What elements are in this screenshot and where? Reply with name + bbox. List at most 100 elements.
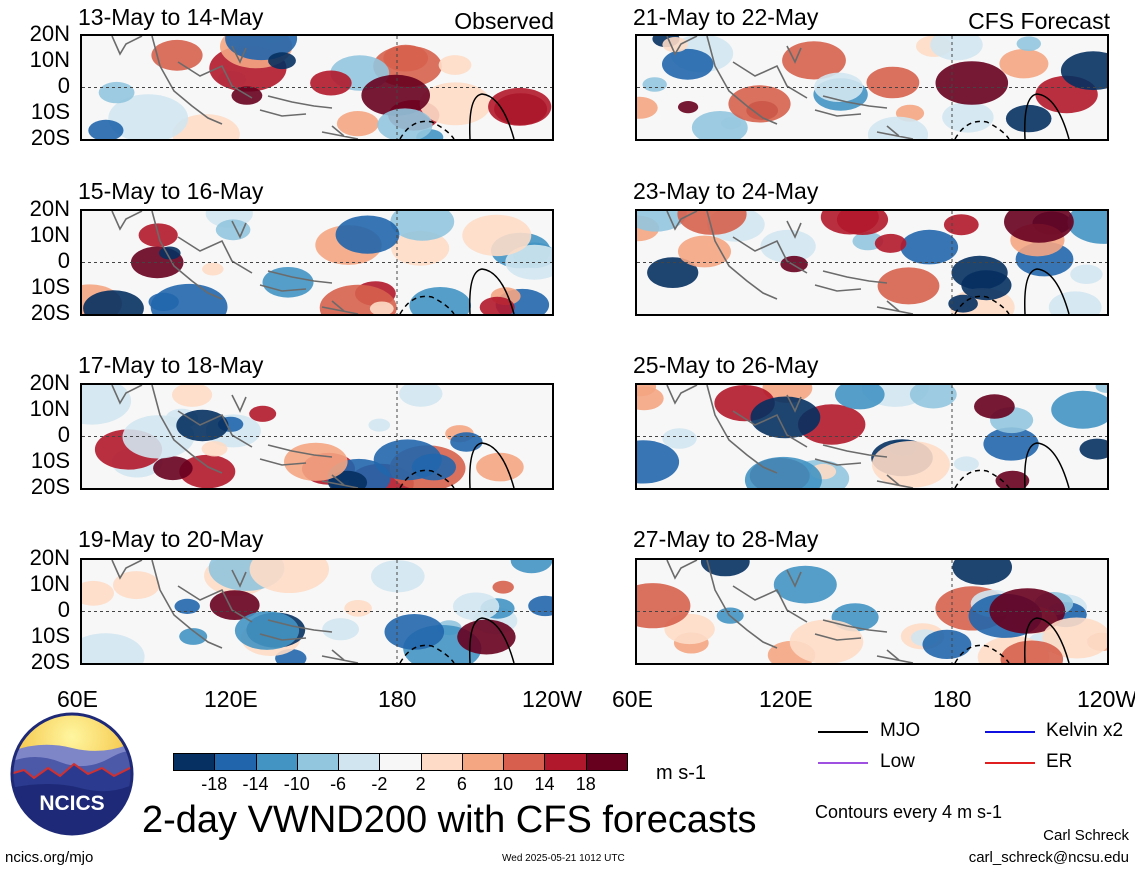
anomaly-blob — [368, 418, 391, 432]
anomaly-blob — [1095, 385, 1107, 393]
colorbar-tick-label: -2 — [371, 774, 388, 794]
anomaly-blob — [201, 441, 228, 457]
anomaly-blob — [874, 233, 907, 253]
anomaly-blob — [172, 114, 240, 139]
anomaly-blob — [814, 72, 864, 102]
anomaly-blob — [662, 37, 688, 53]
anomaly-blob — [1051, 390, 1107, 429]
anomaly-blob — [202, 262, 224, 276]
anomaly-blob — [999, 49, 1049, 79]
shaded-field — [637, 560, 1107, 663]
anomaly-blob — [113, 571, 160, 600]
anomaly-blob — [322, 618, 359, 641]
anomaly-blob — [82, 385, 132, 425]
anomaly-blob — [284, 442, 348, 481]
legend-line-er — [985, 762, 1035, 764]
panel-title: 17-May to 18-May — [78, 352, 264, 378]
colorbar-swatch — [296, 753, 340, 771]
mjo-contour-dashed — [399, 644, 455, 663]
anomaly-blob — [391, 230, 450, 266]
coastline — [111, 36, 359, 139]
mjo-contour — [1024, 617, 1070, 663]
lat-label: 20S — [30, 300, 70, 325]
shaded-field — [637, 211, 1107, 314]
lat-label: 0 — [57, 248, 70, 273]
footer-url[interactable]: ncics.org/mjo — [5, 849, 94, 866]
anomaly-blob — [744, 456, 822, 488]
panel-title: 13-May to 14-May — [78, 4, 264, 30]
lon-label: 60E — [57, 686, 98, 712]
anomaly-blob — [457, 619, 516, 655]
anomaly-blob — [942, 101, 994, 133]
lat-label: 0 — [57, 597, 70, 622]
coastline — [666, 385, 914, 488]
main-title: 2-day VWND200 with CFS forecasts — [142, 799, 757, 841]
colorbar-swatch — [544, 753, 587, 771]
anomaly-blob — [750, 396, 821, 439]
anomaly-blob — [215, 219, 251, 241]
coastline — [111, 211, 359, 314]
map-panel — [635, 34, 1109, 141]
panel-title: 15-May to 16-May — [78, 178, 264, 204]
anomaly-blob — [1070, 264, 1103, 284]
mjo-contour — [469, 93, 515, 139]
coastline — [111, 385, 359, 488]
anomaly-blob — [1004, 211, 1074, 243]
colorbar-tick-label: -14 — [242, 774, 269, 794]
anomaly-blob — [419, 82, 492, 126]
anomaly-blob — [961, 270, 1012, 301]
mjo-contour-dashed — [954, 295, 1010, 314]
anomaly-blob — [943, 214, 979, 236]
anomaly-blob — [1079, 438, 1107, 460]
anomaly-blob — [909, 385, 957, 409]
coastline — [666, 560, 914, 663]
anomaly-blob — [268, 52, 296, 70]
anomaly-blob — [88, 119, 124, 139]
anomaly-blob — [335, 215, 400, 254]
anomaly-blob — [151, 39, 203, 71]
lat-label: 0 — [57, 73, 70, 98]
colorbar-swatch — [420, 753, 463, 771]
map-panel — [635, 383, 1109, 490]
lat-label: 10N — [29, 396, 70, 421]
anomaly-blob — [678, 235, 731, 268]
legend-label: MJO — [880, 720, 921, 741]
colorbar-tick-label: -6 — [330, 774, 347, 794]
anomaly-blob — [450, 432, 483, 452]
legend-label: Kelvin x2 — [1046, 720, 1124, 741]
mjo-contour — [469, 617, 515, 663]
credit-email[interactable]: carl_schreck@ncsu.edu — [968, 849, 1129, 866]
lat-label: 20S — [30, 125, 70, 150]
shaded-field — [637, 385, 1107, 488]
map-panel — [80, 34, 554, 141]
lat-label: 20S — [30, 649, 70, 674]
colorbar-tick-label: -10 — [283, 774, 310, 794]
anomaly-blob — [438, 55, 472, 75]
coastline — [111, 560, 359, 663]
anomaly-blob — [877, 267, 940, 305]
anomaly-blob — [83, 290, 144, 314]
legend-line-low — [818, 762, 868, 764]
colorbar-swatch — [173, 753, 216, 771]
lat-label: 10N — [29, 571, 70, 596]
mjo-contour-dashed — [399, 295, 455, 314]
colorbar-tick-label: -18 — [201, 774, 228, 794]
anomaly-blob — [179, 454, 236, 488]
shaded-field — [82, 560, 552, 663]
colorbar-swatch — [461, 753, 505, 771]
panel-tag-forecast: CFS Forecast — [968, 8, 1110, 34]
anomaly-blob — [637, 386, 664, 411]
anomaly-blob — [952, 560, 1012, 585]
panel-title: 21-May to 22-May — [633, 4, 819, 30]
anomaly-blob — [789, 619, 864, 663]
panel-title: 25-May to 26-May — [633, 352, 819, 378]
anomaly-blob — [836, 211, 889, 235]
anomaly-blob — [677, 211, 747, 235]
colorbar-unit: m s-1 — [656, 762, 706, 784]
lat-label: 0 — [57, 422, 70, 447]
anomaly-blob — [773, 565, 837, 604]
panel-tag-observed: Observed — [454, 8, 554, 34]
panel-title: 19-May to 20-May — [78, 526, 264, 552]
anomaly-blob — [1042, 617, 1107, 659]
anomaly-blob — [409, 287, 471, 314]
